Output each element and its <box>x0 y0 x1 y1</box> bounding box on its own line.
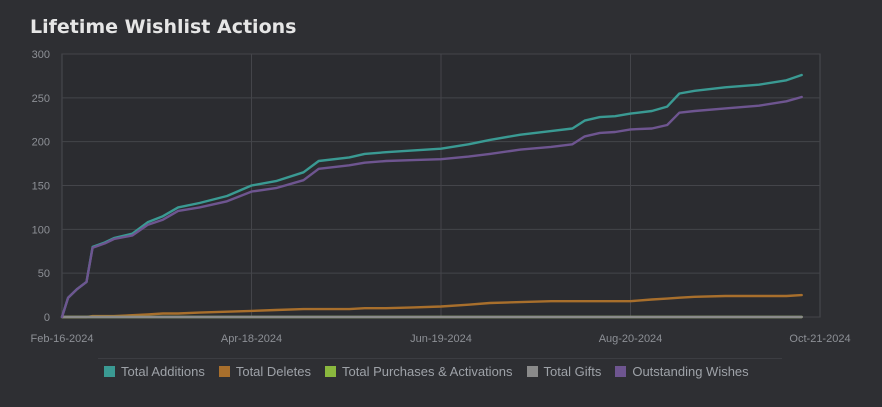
legend-item[interactable]: Total Deletes <box>218 363 311 379</box>
legend-label: Total Gifts <box>543 363 602 379</box>
x-tick-label: Feb-16-2024 <box>31 333 94 345</box>
y-tick-label: 150 <box>32 181 50 193</box>
x-tick-label: Oct-21-2024 <box>789 333 850 345</box>
series-line-outstanding-wishes <box>60 95 803 319</box>
y-tick-label: 100 <box>32 224 50 236</box>
legend-item[interactable]: Total Gifts <box>526 363 602 379</box>
x-tick-label: Apr-18-2024 <box>221 333 282 345</box>
y-tick-label: 0 <box>44 312 50 324</box>
legend-swatch <box>104 365 115 377</box>
chart-title: Lifetime Wishlist Actions <box>30 16 297 38</box>
series-lines <box>60 73 803 319</box>
y-tick-label: 300 <box>32 49 50 61</box>
x-tick-label: Jun-19-2024 <box>410 333 472 345</box>
y-tick-label: 250 <box>32 93 50 105</box>
legend-item[interactable]: Total Purchases & Activations <box>325 364 513 379</box>
legend-divider <box>98 358 782 359</box>
legend-label: Total Purchases & Activations <box>342 363 513 379</box>
legend-item[interactable]: Total Additions <box>104 364 205 379</box>
legend-swatch <box>615 365 627 377</box>
legend-swatch <box>526 365 538 377</box>
chart-legend: Total Additions Total Deletes Total Purcha… <box>104 360 784 382</box>
legend-swatch <box>325 365 336 377</box>
x-tick-label: Aug-20-2024 <box>599 333 663 345</box>
y-tick-label: 50 <box>38 268 50 280</box>
y-axis-ticks: 0 50 100 150 200 250 300 <box>32 49 50 324</box>
chart-grid <box>61 53 821 318</box>
legend-label: Total Additions <box>121 363 205 379</box>
legend-swatch <box>218 365 230 377</box>
legend-label: Total Deletes <box>235 363 311 379</box>
x-axis-ticks: Feb-16-2024 Apr-18-2024 Jun-19-2024 Aug-20-… <box>31 333 851 345</box>
y-tick-label: 200 <box>32 137 50 149</box>
legend-label: Outstanding Wishes <box>632 363 749 379</box>
legend-item[interactable]: Outstanding Wishes <box>615 363 749 379</box>
